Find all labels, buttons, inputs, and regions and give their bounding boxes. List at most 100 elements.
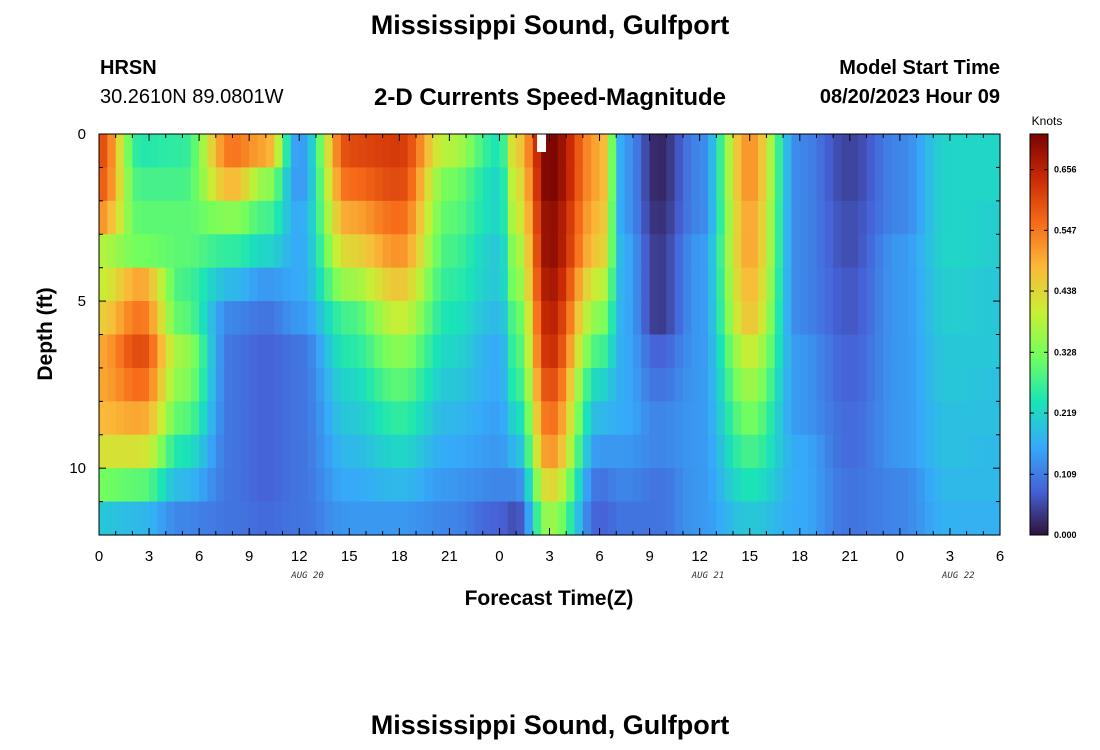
heatmap-cell	[482, 134, 492, 169]
heatmap-cell	[783, 267, 793, 302]
heatmap-cell	[966, 501, 976, 536]
heatmap-cell	[657, 501, 667, 536]
heatmap-cell	[899, 468, 909, 503]
heatmap-cell	[466, 501, 476, 536]
heatmap-cell	[607, 334, 617, 369]
heatmap-cell	[974, 334, 984, 369]
heatmap-cell	[933, 434, 943, 469]
heatmap-cell	[474, 267, 484, 302]
heatmap-cell	[290, 134, 300, 169]
heatmap-cell	[557, 401, 567, 436]
heatmap-cell	[991, 234, 1001, 269]
heatmap-cell	[174, 334, 184, 369]
heatmap-cell	[224, 134, 234, 169]
heatmap-cell	[107, 134, 117, 169]
heatmap-cell	[607, 401, 617, 436]
heatmap-cell	[215, 367, 225, 402]
heatmap-cell	[557, 134, 567, 169]
heatmap-cell	[824, 134, 834, 169]
heatmap-cell	[449, 434, 459, 469]
heatmap-cell	[933, 134, 943, 169]
heatmap-cell	[499, 167, 509, 202]
heatmap-cell	[883, 367, 893, 402]
heatmap-cell	[232, 167, 242, 202]
heatmap-cell	[482, 167, 492, 202]
heatmap-cell	[282, 334, 292, 369]
heatmap-cell	[541, 334, 551, 369]
heatmap-cell	[666, 234, 676, 269]
heatmap-cell	[124, 468, 133, 503]
heatmap-cell	[766, 367, 776, 402]
heatmap-cell	[624, 200, 634, 235]
heatmap-cell	[307, 334, 317, 369]
heatmap-cell	[632, 401, 642, 436]
heatmap-cell	[724, 267, 734, 302]
heatmap-cell	[833, 434, 843, 469]
heatmap-cell	[215, 434, 225, 469]
heatmap-cell	[107, 200, 117, 235]
heatmap-cell	[140, 401, 150, 436]
heatmap-cell	[332, 434, 342, 469]
heatmap-cell	[399, 301, 409, 336]
heatmap-cell	[282, 468, 292, 503]
heatmap-cell	[232, 267, 242, 302]
heatmap-cell	[649, 367, 659, 402]
heatmap-cell	[249, 367, 259, 402]
heatmap-cell	[624, 167, 634, 202]
heatmap-cell	[674, 134, 684, 169]
heatmap-cell	[299, 234, 309, 269]
heatmap-cell	[632, 200, 642, 235]
heatmap-cell	[849, 367, 859, 402]
heatmap-cell	[908, 434, 918, 469]
heatmap-cell	[249, 134, 259, 169]
heatmap-cell	[582, 234, 592, 269]
heatmap-cell	[482, 434, 492, 469]
heatmap-cell	[958, 267, 968, 302]
heatmap-cell	[991, 434, 1001, 469]
heatmap-cell	[315, 434, 325, 469]
heatmap-cell	[549, 367, 559, 402]
heatmap-cell	[549, 401, 559, 436]
heatmap-cell	[416, 468, 425, 503]
heatmap-cell	[708, 401, 717, 436]
heatmap-cell	[382, 200, 392, 235]
heatmap-cell	[666, 468, 676, 503]
heatmap-cell	[916, 367, 926, 402]
heatmap-cell	[616, 234, 626, 269]
heatmap-cell	[766, 267, 776, 302]
heatmap-cell	[516, 301, 526, 336]
heatmap-cell	[215, 200, 225, 235]
heatmap-cell	[916, 334, 926, 369]
heatmap-cell	[733, 234, 742, 269]
heatmap-cell	[482, 334, 492, 369]
heatmap-cell	[632, 501, 642, 536]
heatmap-cell	[457, 401, 467, 436]
heatmap-cell	[899, 167, 909, 202]
heatmap-cell	[240, 167, 250, 202]
heatmap-cell	[858, 301, 868, 336]
date-label: AUG 20	[290, 571, 324, 581]
heatmap-cell	[574, 334, 584, 369]
heatmap-cell	[340, 501, 350, 536]
heatmap-cell	[532, 200, 542, 235]
heatmap-cell	[340, 367, 350, 402]
heatmap-cell	[891, 468, 901, 503]
heatmap-cell	[349, 367, 359, 402]
heatmap-cell	[441, 200, 450, 235]
heatmap-cell	[165, 267, 175, 302]
heatmap-cell	[240, 501, 250, 536]
heatmap-cell	[324, 501, 334, 536]
heatmap-cell	[808, 367, 818, 402]
heatmap-cell	[799, 401, 809, 436]
heatmap-cell	[624, 401, 634, 436]
heatmap-cell	[524, 267, 534, 302]
heatmap-cell	[516, 468, 526, 503]
heatmap-cell	[758, 434, 767, 469]
heatmap-cell	[974, 367, 984, 402]
heatmap-cell	[449, 167, 459, 202]
heatmap-cell	[891, 367, 901, 402]
heatmap-cell	[607, 200, 617, 235]
colorbar-tick-label: 0.656	[1054, 165, 1077, 175]
heatmap-cell	[582, 301, 592, 336]
heatmap-cell	[607, 234, 617, 269]
